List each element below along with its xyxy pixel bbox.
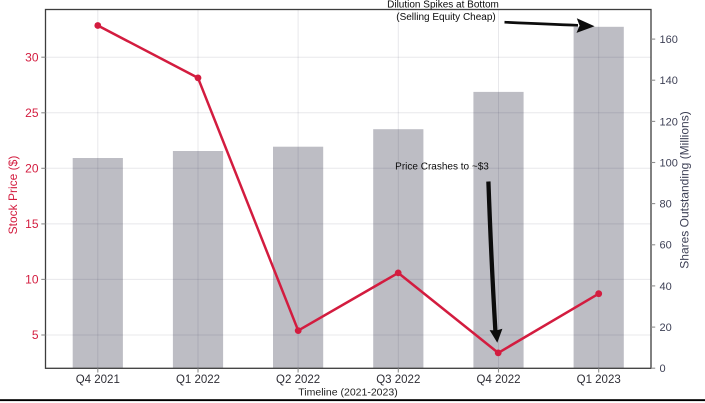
- svg-text:140: 140: [660, 75, 678, 87]
- svg-text:30: 30: [25, 50, 39, 64]
- svg-text:5: 5: [32, 328, 39, 342]
- svg-text:100: 100: [660, 157, 678, 169]
- svg-text:40: 40: [660, 281, 672, 293]
- svg-text:10: 10: [25, 273, 39, 287]
- svg-text:Shares Outstanding (Millions): Shares Outstanding (Millions): [677, 111, 691, 268]
- svg-text:Dilution Spikes at Bottom: Dilution Spikes at Bottom: [387, 0, 499, 11]
- svg-text:20: 20: [660, 322, 672, 334]
- svg-text:80: 80: [660, 199, 672, 211]
- svg-text:160: 160: [660, 34, 678, 46]
- svg-text:Price Crashes to ~$3: Price Crashes to ~$3: [395, 162, 489, 173]
- svg-text:Q1 2022: Q1 2022: [176, 374, 220, 386]
- svg-text:Q3 2022: Q3 2022: [376, 374, 420, 386]
- svg-text:60: 60: [660, 240, 672, 252]
- svg-text:(Selling Equity Cheap): (Selling Equity Cheap): [396, 12, 496, 23]
- svg-text:Stock Price ($): Stock Price ($): [6, 156, 20, 235]
- svg-text:120: 120: [660, 116, 678, 128]
- svg-text:Q4 2021: Q4 2021: [76, 374, 120, 386]
- svg-text:Q1 2023: Q1 2023: [577, 374, 621, 386]
- svg-text:Timeline (2021-2023): Timeline (2021-2023): [298, 386, 397, 398]
- svg-text:25: 25: [25, 106, 39, 120]
- svg-text:15: 15: [25, 217, 39, 231]
- svg-text:Q2 2022: Q2 2022: [276, 374, 320, 386]
- svg-text:Q4 2022: Q4 2022: [476, 374, 520, 386]
- svg-text:20: 20: [25, 162, 39, 176]
- svg-text:0: 0: [660, 363, 666, 375]
